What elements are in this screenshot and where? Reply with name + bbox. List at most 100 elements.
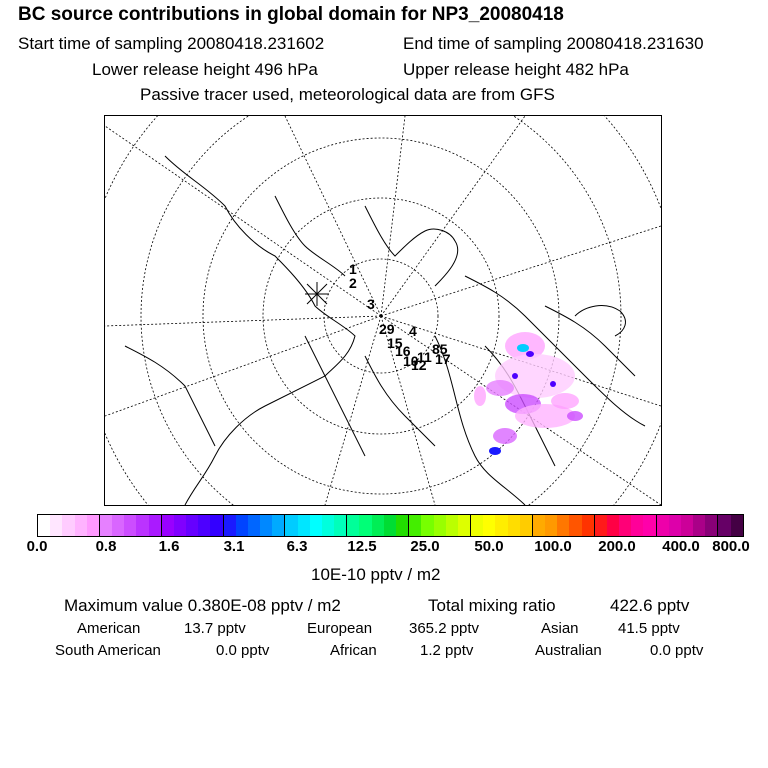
- colorbar-segment: [148, 515, 162, 536]
- region-name: South American: [55, 642, 161, 659]
- colorbar-tick: 6.3: [286, 538, 308, 555]
- end-time: End time of sampling 20080418.231630: [403, 34, 704, 53]
- colorbar-segment: [50, 515, 63, 536]
- colorbar-segment: [383, 515, 396, 536]
- colorbar-segment: [99, 515, 113, 536]
- region-name: Australian: [535, 642, 602, 659]
- tracer-note: Passive tracer used, meteorological data…: [140, 85, 555, 104]
- colorbar-segment: [247, 515, 261, 536]
- colorbar-segment: [136, 515, 149, 536]
- colorbar-segment: [272, 515, 286, 536]
- colorbar-segment: [395, 515, 410, 536]
- track-label: 10: [403, 353, 419, 369]
- region-name: European: [307, 620, 373, 637]
- total-mixing-value: 422.6 pptv: [610, 596, 690, 615]
- track-label: 4: [409, 323, 417, 339]
- colorbar-tick: 50.0: [474, 538, 504, 555]
- colorbar-tick: 0.0: [26, 538, 48, 555]
- start-time: Start time of sampling 20080418.231602: [18, 34, 325, 53]
- lower-release-height: Lower release height 496 hPa: [92, 60, 318, 79]
- track-label: 16: [395, 343, 411, 359]
- region-value: 13.7 pptv: [184, 620, 246, 637]
- colorbar-segment: [173, 515, 187, 536]
- colorbar-segment: [235, 515, 248, 536]
- colorbar-segment: [581, 515, 595, 536]
- region-value: 0.0 pptv: [650, 642, 704, 659]
- colorbar-segment: [693, 515, 706, 536]
- plot-title: BC source contributions in global domain…: [18, 4, 564, 25]
- colorbar-tick: 1.6: [158, 538, 180, 555]
- colorbar-segment: [457, 515, 472, 536]
- colorbar-segment: [347, 515, 360, 536]
- colorbar-tick: 100.0: [534, 538, 572, 555]
- colorbar-segment: [62, 515, 75, 536]
- colorbar-segment: [545, 515, 558, 536]
- colorbar-segment: [643, 515, 657, 536]
- region-value: 1.2 pptv: [420, 642, 474, 659]
- track-label: 85: [432, 341, 448, 357]
- colorbar-segment: [186, 515, 199, 536]
- colorbar-segment: [223, 515, 236, 536]
- colorbar-segment: [519, 515, 533, 536]
- colorbar-segment: [569, 515, 582, 536]
- colorbar-segment: [483, 515, 496, 536]
- region-name: American: [77, 620, 141, 637]
- colorbar-segment: [705, 515, 719, 536]
- colorbar-segment: [680, 515, 694, 536]
- contribution-field: [474, 332, 583, 455]
- colorbar-segment: [606, 515, 620, 536]
- colorbar-segment: [210, 515, 224, 536]
- track-labels: 1 2 3 29 4 15 16 11 10 12 85 17: [349, 261, 451, 373]
- map-canvas: 1 2 3 29 4 15 16 11 10 12 85 17: [105, 116, 661, 505]
- colorbar-segment: [421, 515, 434, 536]
- colorbar-segment: [74, 515, 87, 536]
- region-name: African: [330, 642, 377, 659]
- colorbar-tick: 200.0: [598, 538, 636, 555]
- region-value: 0.0 pptv: [216, 642, 270, 659]
- colorbar-segment: [445, 515, 458, 536]
- colorbar-segment: [334, 515, 348, 536]
- colorbar-segment: [433, 515, 446, 536]
- track-label: 29: [379, 321, 395, 337]
- meridians: [105, 116, 661, 505]
- colorbar-segment: [359, 515, 372, 536]
- region-value: 41.5 pptv: [618, 620, 680, 637]
- colorbar-segment: [730, 515, 743, 536]
- track-label: 1: [349, 261, 357, 277]
- latitude-circles: [105, 116, 661, 505]
- track-label: 3: [367, 296, 375, 312]
- colorbar-tick: 800.0: [712, 538, 750, 555]
- colorbar-segment: [507, 515, 520, 536]
- colorbar-segment: [198, 515, 211, 536]
- polar-map: 1 2 3 29 4 15 16 11 10 12 85 17: [104, 115, 662, 506]
- colorbar-segment: [260, 515, 273, 536]
- colorbar-segment: [297, 515, 310, 536]
- track-label: 17: [435, 351, 451, 367]
- track-label: 15: [387, 335, 403, 351]
- track-label: 12: [411, 357, 427, 373]
- colorbar-segment: [38, 515, 51, 536]
- release-point-marker: [305, 282, 329, 306]
- colorbar-segment: [631, 515, 644, 536]
- max-value: Maximum value 0.380E-08 pptv / m2: [64, 596, 341, 615]
- colorbar-segment: [309, 515, 322, 536]
- colorbar-segment: [161, 515, 174, 536]
- colorbar-segment: [656, 515, 669, 536]
- colorbar-segment: [471, 515, 484, 536]
- region-name: Asian: [541, 620, 579, 637]
- colorbar-segment: [557, 515, 570, 536]
- colorbar-units: 10E-10 pptv / m2: [311, 565, 441, 584]
- colorbar-segment: [409, 515, 422, 536]
- region-value: 365.2 pptv: [409, 620, 480, 637]
- colorbar-segment: [86, 515, 100, 536]
- colorbar-segment: [371, 515, 384, 536]
- upper-release-height: Upper release height 482 hPa: [403, 60, 629, 79]
- colorbar-segment: [112, 515, 125, 536]
- colorbar-tick: 25.0: [410, 538, 440, 555]
- track-label: 2: [349, 275, 357, 291]
- colorbar-segment: [594, 515, 607, 536]
- colorbar-segment: [668, 515, 681, 536]
- colorbar-segment: [321, 515, 335, 536]
- colorbar-segment: [619, 515, 632, 536]
- total-mixing-label: Total mixing ratio: [428, 596, 556, 615]
